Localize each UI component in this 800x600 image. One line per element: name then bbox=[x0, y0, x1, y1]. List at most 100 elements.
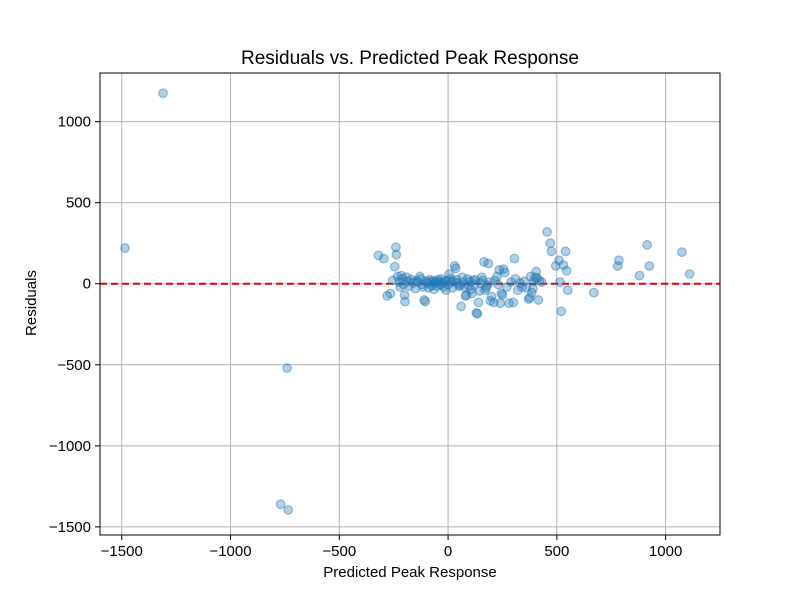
data-point bbox=[398, 279, 409, 290]
data-point bbox=[387, 275, 398, 286]
data-point bbox=[524, 292, 535, 303]
data-point bbox=[444, 269, 455, 279]
data-point bbox=[530, 272, 540, 283]
data-point bbox=[283, 504, 294, 515]
data-point bbox=[439, 276, 450, 287]
data-point bbox=[427, 275, 438, 286]
chart-title: Residuals vs. Predicted Peak Response bbox=[241, 48, 579, 69]
data-point bbox=[479, 256, 489, 267]
data-point bbox=[460, 290, 471, 301]
data-point bbox=[555, 277, 566, 288]
data-point bbox=[528, 283, 538, 294]
data-point bbox=[423, 282, 434, 293]
data-point bbox=[473, 297, 484, 308]
x-axis-label: Predicted Peak Response bbox=[323, 564, 496, 581]
data-point bbox=[408, 278, 419, 288]
data-point bbox=[404, 281, 414, 292]
data-point bbox=[448, 276, 459, 287]
data-point bbox=[483, 258, 494, 269]
data-point bbox=[469, 279, 480, 290]
data-point bbox=[499, 267, 510, 278]
data-point bbox=[481, 282, 492, 293]
data-point bbox=[521, 282, 532, 293]
data-point bbox=[431, 276, 442, 287]
y-tick-label: 500 bbox=[66, 195, 91, 212]
data-point bbox=[447, 282, 458, 293]
data-point bbox=[436, 273, 447, 284]
x-tick-label: −1000 bbox=[209, 543, 251, 560]
data-point bbox=[450, 263, 461, 274]
data-point bbox=[391, 249, 402, 260]
plot-frame bbox=[99, 72, 721, 536]
data-point bbox=[399, 290, 410, 300]
data-point bbox=[561, 265, 572, 276]
grid-lines bbox=[100, 73, 720, 535]
data-point bbox=[519, 276, 530, 287]
data-point bbox=[642, 239, 653, 250]
data-point bbox=[414, 271, 425, 282]
data-point bbox=[476, 272, 487, 283]
data-point bbox=[419, 295, 430, 305]
y-axis-label: Residuals bbox=[23, 270, 40, 336]
data-points bbox=[120, 88, 695, 515]
data-point bbox=[562, 285, 573, 296]
data-point bbox=[677, 247, 687, 258]
data-point bbox=[401, 272, 412, 283]
data-point bbox=[529, 276, 539, 287]
x-tick-label: 500 bbox=[544, 543, 569, 560]
data-point bbox=[644, 261, 655, 271]
data-point bbox=[395, 282, 406, 292]
data-point bbox=[435, 279, 446, 290]
data-point bbox=[612, 261, 623, 271]
data-point bbox=[486, 291, 497, 302]
data-point bbox=[442, 275, 452, 286]
data-point bbox=[474, 286, 485, 296]
data-point bbox=[489, 275, 500, 286]
data-point bbox=[158, 88, 168, 99]
data-point bbox=[434, 277, 445, 288]
data-point bbox=[464, 276, 475, 287]
data-point bbox=[424, 274, 435, 285]
data-point bbox=[446, 277, 457, 288]
data-point bbox=[492, 271, 502, 282]
y-tick-label: 1000 bbox=[58, 114, 91, 131]
x-tick-label: 0 bbox=[444, 543, 452, 560]
data-point bbox=[560, 246, 571, 257]
data-point bbox=[550, 261, 561, 271]
data-point bbox=[394, 277, 405, 288]
x-axis-ticks: −1500 −1000 −500 0 500 1000 bbox=[101, 535, 682, 560]
data-point bbox=[517, 282, 527, 292]
data-point bbox=[523, 294, 534, 305]
data-point bbox=[462, 273, 473, 284]
data-point bbox=[466, 284, 476, 295]
data-point bbox=[410, 283, 421, 294]
data-point bbox=[411, 275, 422, 286]
data-point bbox=[493, 279, 504, 290]
data-point bbox=[425, 277, 436, 288]
data-point bbox=[437, 278, 448, 288]
data-point bbox=[471, 308, 482, 318]
data-point bbox=[418, 282, 428, 292]
data-point bbox=[509, 253, 520, 264]
data-point bbox=[445, 273, 456, 284]
data-point bbox=[275, 499, 286, 510]
data-point bbox=[531, 266, 542, 277]
data-point bbox=[457, 272, 468, 283]
data-point bbox=[613, 255, 624, 266]
data-point bbox=[545, 238, 556, 249]
data-point bbox=[452, 278, 463, 288]
data-point bbox=[475, 278, 486, 288]
data-point bbox=[482, 280, 493, 291]
data-point bbox=[373, 250, 384, 261]
data-point bbox=[526, 287, 537, 298]
data-point bbox=[412, 277, 423, 288]
data-point bbox=[558, 260, 569, 270]
data-point bbox=[467, 288, 477, 299]
data-point bbox=[422, 278, 433, 288]
data-point bbox=[508, 297, 519, 308]
data-point bbox=[542, 226, 552, 237]
data-point bbox=[533, 295, 544, 305]
data-point bbox=[514, 278, 525, 288]
data-point bbox=[463, 280, 474, 291]
